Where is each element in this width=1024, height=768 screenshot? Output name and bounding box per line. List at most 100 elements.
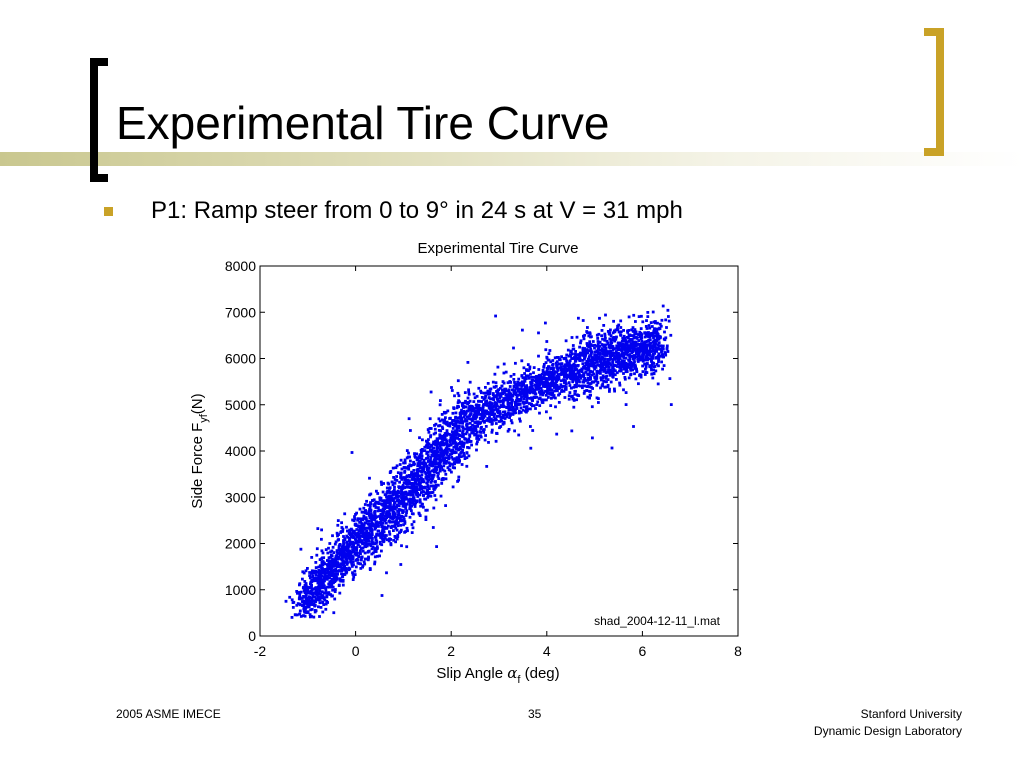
data-point	[294, 613, 298, 617]
data-point	[583, 356, 586, 360]
data-point	[453, 462, 456, 465]
data-point	[555, 432, 559, 436]
data-point	[406, 481, 410, 485]
data-point	[591, 360, 594, 363]
data-point	[336, 523, 340, 527]
data-point	[478, 430, 482, 433]
data-point	[470, 431, 474, 435]
data-point	[611, 361, 614, 364]
data-point	[438, 463, 442, 466]
data-point	[627, 329, 631, 332]
data-point	[331, 534, 334, 538]
data-point	[408, 490, 412, 493]
data-point	[337, 533, 340, 536]
data-point	[591, 387, 594, 390]
data-point	[309, 580, 313, 584]
data-point	[610, 354, 614, 357]
data-point	[326, 551, 330, 555]
data-point	[375, 533, 378, 537]
data-point	[447, 444, 451, 448]
data-point	[400, 496, 403, 499]
data-point	[545, 393, 548, 397]
data-point	[395, 528, 399, 532]
data-point	[413, 462, 416, 466]
data-point	[461, 448, 464, 452]
data-point	[516, 402, 520, 406]
data-point	[613, 387, 616, 391]
data-point	[368, 533, 372, 537]
data-point	[375, 547, 379, 550]
data-point	[586, 362, 589, 366]
data-point	[595, 344, 599, 348]
data-point	[589, 376, 592, 380]
data-point	[604, 347, 608, 351]
data-point	[321, 551, 325, 555]
data-point	[341, 583, 345, 587]
data-point	[476, 420, 480, 424]
data-point	[601, 376, 604, 380]
data-point	[378, 498, 382, 502]
data-point	[424, 508, 428, 512]
data-point	[439, 447, 443, 451]
data-point	[569, 354, 573, 358]
data-point	[364, 535, 368, 539]
data-point	[655, 355, 658, 359]
data-point	[365, 542, 368, 546]
data-point	[399, 515, 402, 518]
data-point	[435, 468, 439, 471]
data-point	[593, 343, 597, 347]
data-point	[367, 542, 371, 545]
data-point	[404, 506, 408, 510]
data-point	[431, 490, 435, 494]
data-point	[481, 405, 485, 409]
data-point	[373, 511, 376, 514]
data-point	[378, 554, 381, 558]
data-point	[564, 385, 568, 389]
data-point	[660, 349, 664, 353]
data-point	[506, 429, 510, 433]
data-point	[600, 364, 604, 367]
data-point	[420, 448, 424, 451]
data-point	[507, 428, 511, 431]
data-point	[582, 348, 585, 352]
data-point	[296, 602, 300, 605]
data-point	[360, 547, 363, 550]
data-point	[652, 336, 655, 340]
data-points	[284, 304, 673, 619]
data-point	[379, 532, 383, 536]
data-point	[407, 467, 411, 471]
data-point	[646, 353, 649, 357]
data-point	[659, 324, 663, 328]
data-point	[608, 354, 612, 358]
data-point	[342, 535, 345, 538]
data-point	[384, 505, 388, 509]
data-point	[537, 373, 541, 377]
data-point	[347, 551, 350, 555]
data-point	[650, 368, 653, 372]
data-point	[330, 560, 334, 563]
data-point	[310, 598, 314, 601]
data-point	[546, 390, 549, 394]
data-point	[466, 409, 470, 413]
data-point	[545, 356, 549, 360]
data-point	[644, 345, 647, 349]
data-point	[525, 408, 528, 412]
data-point	[355, 511, 358, 515]
data-point	[467, 454, 471, 458]
data-point	[542, 376, 545, 379]
data-point	[355, 551, 359, 555]
data-point	[545, 398, 548, 402]
data-point	[577, 356, 580, 360]
data-point	[510, 421, 514, 425]
data-point	[588, 382, 592, 386]
data-point	[418, 453, 422, 457]
data-point	[370, 517, 373, 520]
data-point	[336, 569, 340, 573]
data-point	[455, 428, 459, 431]
data-point	[606, 383, 610, 387]
data-point	[444, 461, 448, 465]
data-point	[503, 410, 507, 414]
data-point	[322, 591, 326, 595]
data-point	[377, 521, 381, 524]
data-point	[347, 555, 351, 559]
